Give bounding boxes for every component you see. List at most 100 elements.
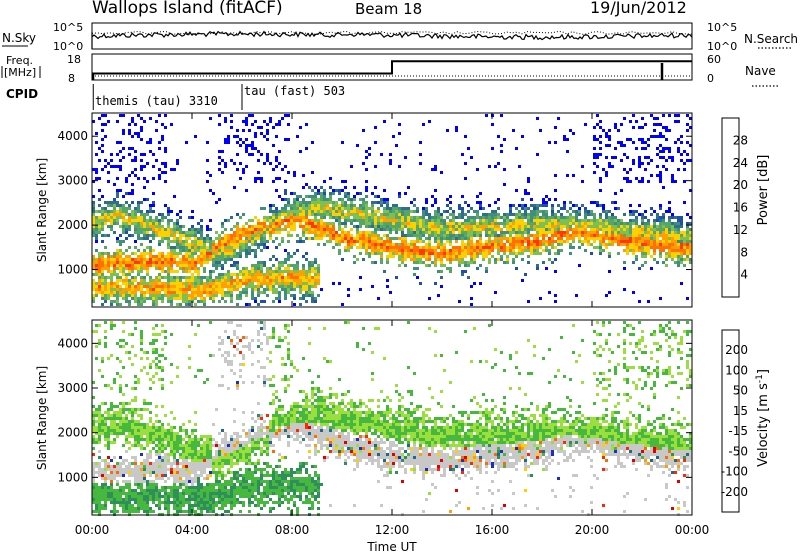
heatmap-cell [440,246,443,249]
heatmap-cell [278,279,281,282]
heatmap-cell [317,198,320,201]
heatmap-cell [101,222,104,225]
heatmap-cell [374,210,377,213]
heatmap-cell [125,285,128,288]
heatmap-cell [236,297,239,300]
heatmap-cell [659,231,662,234]
heatmap-cell [281,117,284,120]
heatmap-cell [194,264,197,267]
heatmap-cell [224,273,227,276]
heatmap-cell [170,270,173,273]
heatmap-cell [686,213,689,216]
heatmap-cell [449,201,452,204]
heatmap-cell [188,282,191,285]
heatmap-cell [503,138,506,141]
heatmap-cell [104,336,107,339]
heatmap-cell [236,255,239,258]
heatmap-cell [293,294,296,297]
heatmap-cell [437,231,440,234]
heatmap-cell [104,459,107,462]
heatmap-cell [125,276,128,279]
heatmap-cell [575,219,578,222]
heatmap-cell [338,216,341,219]
heatmap-cell [116,282,119,285]
heatmap-cell [668,216,671,219]
heatmap-cell [608,162,611,165]
heatmap-cell [107,213,110,216]
heatmap-cell [161,489,164,492]
heatmap-cell [443,243,446,246]
heatmap-cell [494,243,497,246]
heatmap-cell [185,237,188,240]
heatmap-cell [119,288,122,291]
heatmap-cell [266,138,269,141]
heatmap-cell [386,249,389,252]
heatmap-cell [137,261,140,264]
heatmap-cell [155,303,158,306]
heatmap-cell [506,249,509,252]
heatmap-cell [197,282,200,285]
heatmap-cell [344,237,347,240]
heatmap-cell [149,387,152,390]
heatmap-cell [518,216,521,219]
heatmap-cell [362,222,365,225]
heatmap-cell [236,303,239,306]
heatmap-cell [161,282,164,285]
heatmap-cell [278,195,281,198]
heatmap-cell [458,207,461,210]
heatmap-cell [245,282,248,285]
heatmap-cell [524,273,527,276]
heatmap-cell [92,210,95,213]
heatmap-cell [101,423,104,426]
heatmap-cell [503,183,506,186]
heatmap-cell [113,291,116,294]
heatmap-cell [155,486,158,489]
heatmap-cell [155,339,158,342]
heatmap-cell [137,501,140,504]
heatmap-cell [167,285,170,288]
heatmap-cell [107,267,110,270]
heatmap-cell [467,222,470,225]
heatmap-cell [278,222,281,225]
heatmap-cell [515,243,518,246]
heatmap-cell [224,258,227,261]
heatmap-cell [161,285,164,288]
heatmap-cell [281,228,284,231]
heatmap-cell [365,207,368,210]
heatmap-cell [572,228,575,231]
heatmap-cell [578,225,581,228]
heatmap-cell [98,498,101,501]
heatmap-cell [446,228,449,231]
heatmap-cell [371,219,374,222]
heatmap-cell [161,228,164,231]
heatmap-cell [113,426,116,429]
heatmap-cell [230,243,233,246]
heatmap-cell [470,240,473,243]
heatmap-cell [113,471,116,474]
heatmap-cell [485,234,488,237]
heatmap-cell [116,165,119,168]
heatmap-cell [551,237,554,240]
heatmap-cell [386,240,389,243]
heatmap-cell [236,141,239,144]
heatmap-cell [110,483,113,486]
heatmap-cell [161,219,164,222]
heatmap-cell [101,168,104,171]
heatmap-cell [251,114,254,117]
heatmap-cell [155,264,158,267]
heatmap-cell [503,222,506,225]
heatmap-cell [410,216,413,219]
heatmap-cell [644,228,647,231]
heatmap-cell [134,444,137,447]
heatmap-cell [599,213,602,216]
heatmap-cell [128,225,131,228]
heatmap-cell [143,351,146,354]
heatmap-cell [296,216,299,219]
heatmap-cell [188,294,191,297]
heatmap-cell [629,234,632,237]
heatmap-cell [155,228,158,231]
heatmap-cell [209,240,212,243]
heatmap-cell [230,246,233,249]
heatmap-cell [125,258,128,261]
heatmap-cell [686,129,689,132]
